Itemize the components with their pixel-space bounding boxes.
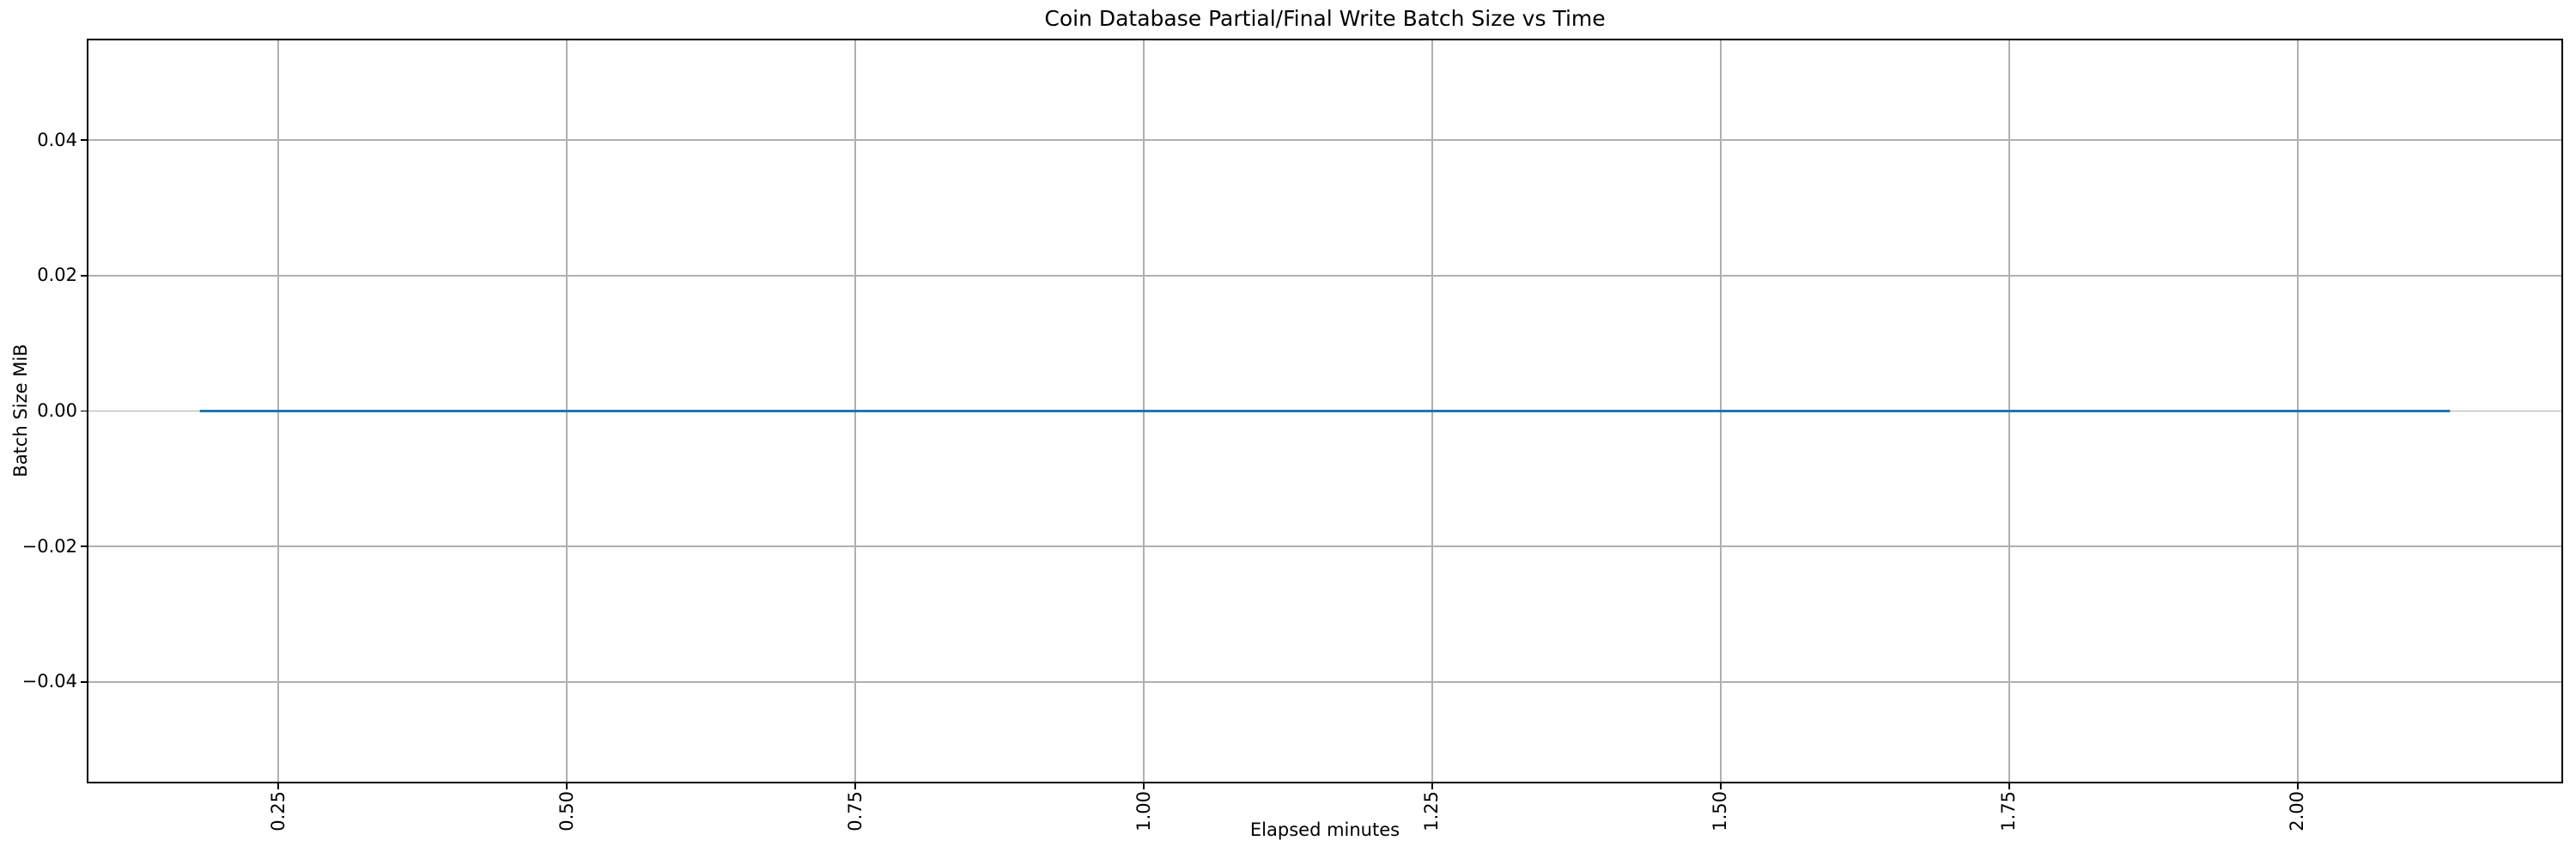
y-gridline (87, 275, 2563, 277)
x-tick-label: 2.00 (2287, 791, 2308, 832)
x-tick-mark (566, 783, 568, 789)
x-tick-mark (1720, 783, 1722, 789)
x-tick-label: 1.25 (1421, 791, 1443, 832)
x-tick-label: 1.50 (1710, 791, 1731, 832)
x-tick-mark (2297, 783, 2299, 789)
y-gridline (87, 139, 2563, 141)
x-tick-mark (2008, 783, 2010, 789)
y-gridline (87, 545, 2563, 547)
x-tick-label: 1.00 (1133, 791, 1154, 832)
y-tick-mark (81, 139, 87, 141)
x-tick-label: 0.25 (267, 791, 289, 832)
y-tick-label: 0.00 (37, 400, 77, 421)
x-tick-label: 0.50 (556, 791, 577, 832)
y-tick-mark (81, 410, 87, 412)
y-tick-label: 0.02 (37, 265, 77, 286)
series-layer (199, 410, 2451, 412)
y-tick-label: 0.04 (37, 129, 77, 150)
x-tick-label: 1.75 (1998, 791, 2020, 832)
x-tick-mark (1143, 783, 1145, 789)
x-tick-label: 0.75 (844, 791, 866, 832)
y-gridline (87, 681, 2563, 683)
y-tick-label: −0.04 (21, 671, 77, 692)
x-axis-label: Elapsed minutes (1249, 819, 1400, 840)
x-tick-mark (1431, 783, 1433, 789)
y-tick-mark (81, 681, 87, 683)
x-tick-mark (854, 783, 856, 789)
y-tick-mark (81, 275, 87, 277)
y-tick-mark (81, 545, 87, 547)
chart-title: Coin Database Partial/Final Write Batch … (1044, 6, 1606, 31)
y-tick-label: −0.02 (21, 535, 77, 557)
x-tick-mark (277, 783, 279, 789)
